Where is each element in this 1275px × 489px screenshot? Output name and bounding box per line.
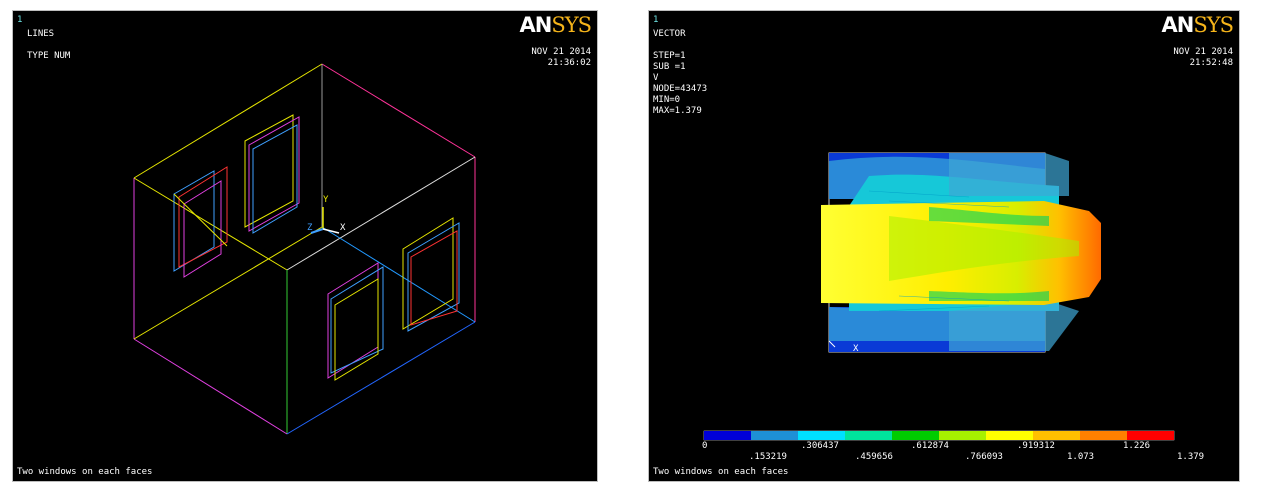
upper-low-velocity-region [829, 153, 1069, 206]
legend-label: .459656 [855, 452, 893, 462]
type-num-label: TYPE NUM [27, 51, 71, 61]
axis-x-label: X [340, 223, 346, 233]
legend-label: .612874 [911, 441, 949, 451]
edge-line [133, 63, 323, 179]
legend-label: 1.379 [1177, 452, 1205, 462]
legend-label: 0 [702, 441, 708, 451]
date-label: NOV 21 2014 [531, 47, 591, 57]
edge-line [133, 177, 288, 271]
edge-line [321, 226, 476, 323]
ansys-logo: ANSYS [519, 13, 592, 37]
edge-line [133, 338, 288, 435]
time-label: 21:36:02 [547, 58, 591, 68]
legend-label: .306437 [801, 441, 839, 451]
window-number: 1 [17, 15, 23, 25]
axis-y-label: Y [323, 195, 329, 205]
legend-label: .153219 [749, 452, 787, 462]
substep-label: SUB =1 [653, 62, 686, 72]
edge-line [133, 226, 323, 340]
line-model-plot [133, 63, 476, 435]
edge-line [286, 156, 476, 271]
axis-triad [310, 207, 340, 234]
legend-swatch [1080, 431, 1127, 440]
max-label: MAX=1.379 [653, 106, 702, 116]
variable-label: V [653, 73, 659, 83]
time-label: 21:52:48 [1189, 58, 1233, 68]
date-label: NOV 21 2014 [1173, 47, 1233, 57]
step-label: STEP=1 [653, 51, 686, 61]
window-footer-title: Two windows on each faces [17, 467, 153, 477]
min-label: MIN=0 [653, 95, 681, 105]
window-number: 1 [653, 15, 659, 25]
legend-swatch [986, 431, 1033, 440]
window-footer-title: Two windows on each faces [653, 467, 789, 477]
legend-swatch [751, 431, 798, 440]
edge-line [286, 321, 476, 435]
contour-legend [703, 430, 1175, 441]
legend-label: 1.226 [1123, 441, 1151, 451]
legend-label: 1.073 [1067, 452, 1095, 462]
ansys-logo: ANSYS [1161, 13, 1234, 37]
axis-z-label: Z [307, 223, 313, 233]
edge-line [321, 63, 476, 158]
legend-label: .919312 [1017, 441, 1055, 451]
plot-type-label: LINES [27, 29, 55, 39]
legend-swatch [845, 431, 892, 440]
vector-field-plot [703, 152, 1175, 441]
axis-x-label: X [853, 344, 859, 354]
legend-swatch [1033, 431, 1080, 440]
legend-swatch [892, 431, 939, 440]
legend-label: .766093 [965, 452, 1003, 462]
legend-swatch [798, 431, 845, 440]
node-label: NODE=43473 [653, 84, 708, 94]
legend-swatch [1127, 431, 1174, 440]
plot-type-label: VECTOR [653, 29, 686, 39]
legend-swatch [939, 431, 986, 440]
right-graphics-window: 1 VECTOR STEP=1 SUB =1 V NODE=43473 MIN=… [648, 10, 1240, 482]
legend-swatch [704, 431, 751, 440]
left-graphics-window: 1 LINES TYPE NUM ANSYS NOV 21 2014 21:36… [12, 10, 598, 482]
